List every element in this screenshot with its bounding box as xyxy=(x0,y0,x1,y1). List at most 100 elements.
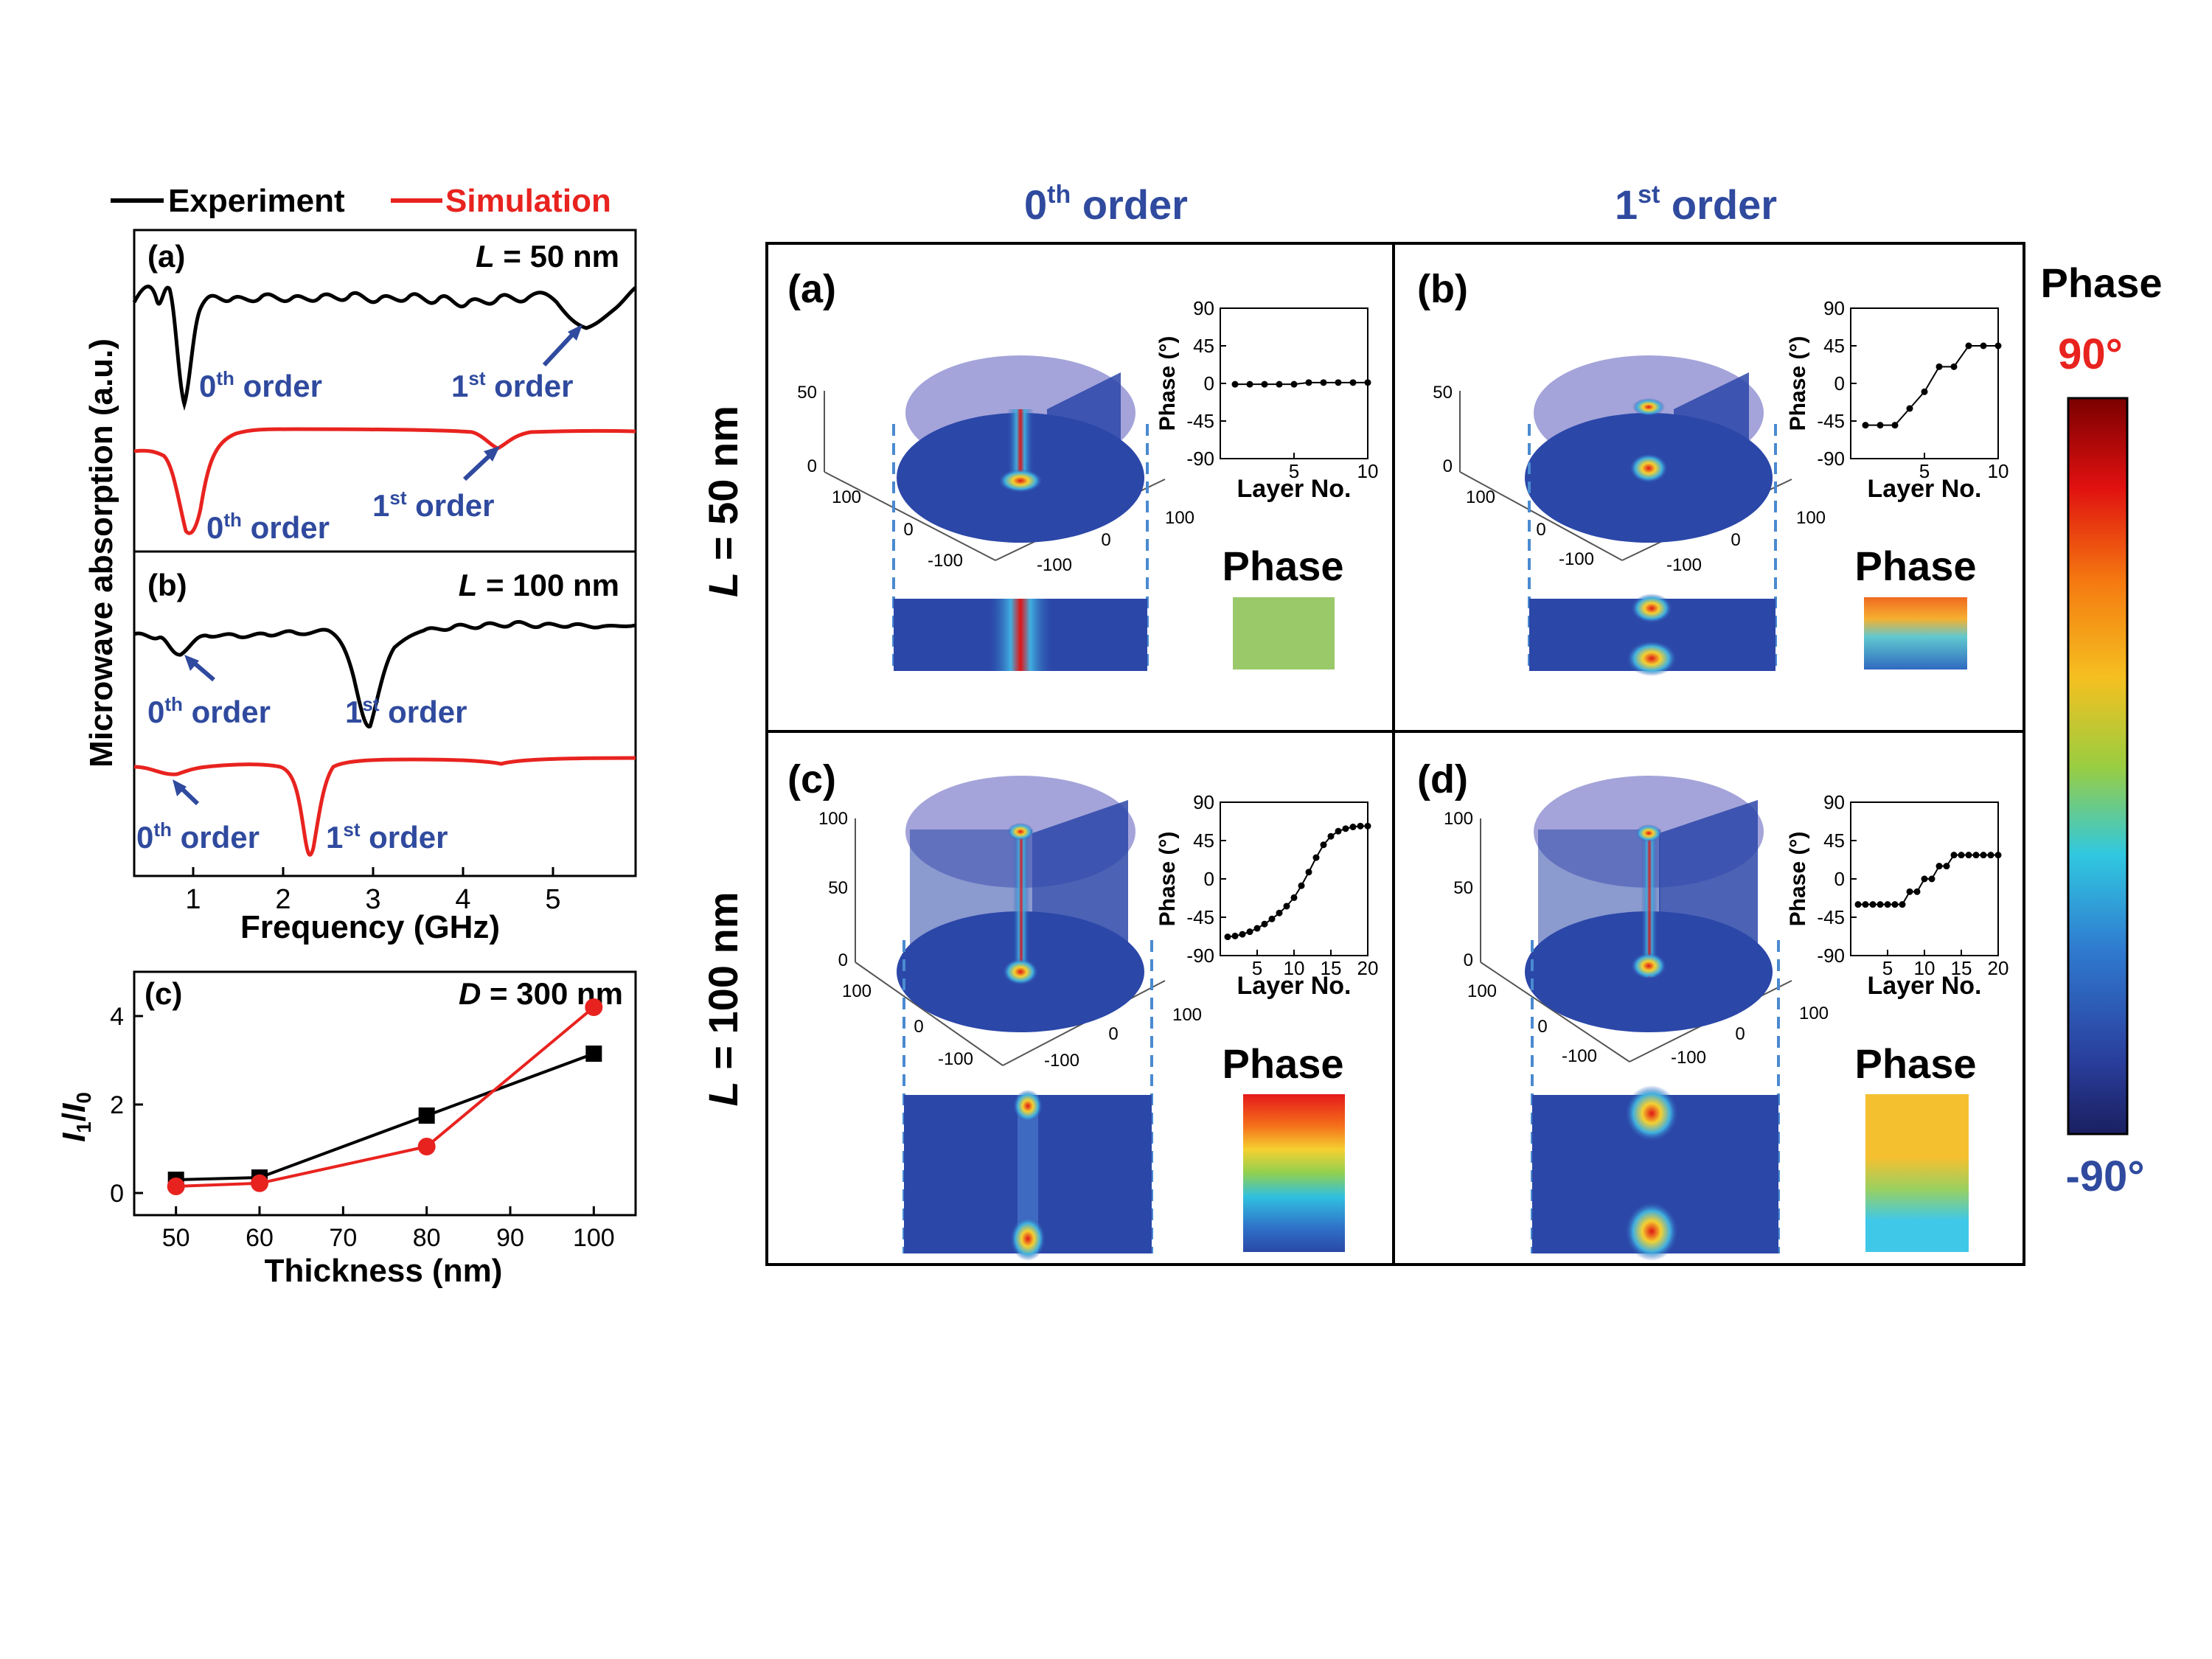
spectrum-b-experiment xyxy=(133,620,636,728)
inset-phase-tick-label: 90 xyxy=(1823,791,1845,813)
inset-phase-point xyxy=(1899,901,1906,908)
panel-b-exp-0th-order: 0th order xyxy=(147,693,271,729)
inset-layer-tick-label: 20 xyxy=(1988,957,2009,979)
thickness-tick-label: 90 xyxy=(496,1224,524,1252)
inset-phase-point xyxy=(1231,380,1239,388)
ratio-chart: (c) D = 300 nm I1/I0 Thickness (nm) 50 60… xyxy=(56,970,637,1289)
svg-text:-100: -100 xyxy=(1037,555,1072,575)
ratio-tick-label: 2 xyxy=(110,1091,124,1119)
inset-layer-tick-label: 10 xyxy=(1284,957,1305,979)
inset-phase-axis-label: Phase (°) xyxy=(1155,832,1180,927)
frequency-tick: 3 xyxy=(365,884,380,915)
series-line-simulation xyxy=(175,1006,595,1188)
inset-phase-axis-label: Phase (°) xyxy=(1155,336,1180,431)
inset-phase-point xyxy=(1231,932,1239,939)
inset-phase-point xyxy=(1283,902,1290,910)
panel-b-sim-arrow xyxy=(178,785,200,806)
inset-phase-tick-label: -90 xyxy=(1817,945,1845,967)
inset-phase-point xyxy=(1906,405,1913,412)
inset-phase-tick-label: 0 xyxy=(1204,372,1214,394)
inset-phase-tick-label: -90 xyxy=(1817,448,1845,470)
row-label-50nm: L = 50 nm xyxy=(700,406,746,597)
inset-layer-tick-label: 5 xyxy=(1252,957,1262,979)
thickness-tick-label: 60 xyxy=(246,1224,274,1252)
panel-d-simulation: (d) 100 50 0 100 0 -100 -100 0 100 Phase xyxy=(1417,757,1977,1261)
inset-layer-tick-label: 5 xyxy=(1882,957,1893,979)
panel-a-tag: (a) xyxy=(147,239,185,274)
phase-inset-d: 90 45 0 -45 -90 5 10 15 20 Layer No. Phase (°) xyxy=(1786,791,2008,1000)
absorption-axis-label: Microwave absorption (a.u.) xyxy=(83,338,119,768)
panel-b-label: (b) xyxy=(1417,267,1468,311)
svg-text:0: 0 xyxy=(1443,456,1453,476)
inset-phase-point xyxy=(1891,901,1899,908)
panel-a-exp-arrowhead xyxy=(568,324,582,341)
inset-phase-point xyxy=(1290,894,1298,901)
thickness-tick-label: 50 xyxy=(162,1224,190,1252)
svg-text:0: 0 xyxy=(1464,950,1473,970)
simulation-point xyxy=(251,1174,268,1192)
inset-layer-tick-label: 10 xyxy=(1988,460,2009,482)
svg-text:100: 100 xyxy=(1466,487,1495,507)
panel-b-simulation: (b) 50 0 100 0 -100 -100 0 100 Phase xyxy=(1417,267,1977,676)
inset-phase-point xyxy=(1246,380,1253,388)
svg-text:-100: -100 xyxy=(928,551,963,571)
panel-b-phase-swatch-title: Phase xyxy=(1855,543,1977,589)
ratio-tick-label: 4 xyxy=(110,1003,124,1031)
inset-phase-point xyxy=(1335,827,1342,835)
frequency-tick: 1 xyxy=(185,884,201,915)
legend: Experiment Simulation xyxy=(111,183,611,219)
panel-c-simulation: (c) 100 50 0 100 0 -100 -100 0 100 Phase xyxy=(787,757,1345,1261)
inset-phase-point xyxy=(1994,342,2002,349)
inset-layer-tick-label: 10 xyxy=(1914,957,1935,979)
svg-text:-100: -100 xyxy=(1666,555,1702,575)
panel-a-exp-arrow xyxy=(542,331,576,367)
panel-d-phase-swatch xyxy=(1865,1094,1969,1252)
colorbar-gradient xyxy=(2067,397,2129,1135)
ratio-chart-frame xyxy=(133,970,637,1217)
thickness-tick-label: 80 xyxy=(413,1224,441,1252)
spectra-frame-b xyxy=(133,550,637,877)
panel-c-tag: (c) xyxy=(145,976,182,1011)
inset-phase-point xyxy=(1253,925,1261,932)
inset-phase-point xyxy=(1342,825,1349,832)
inset-layer-axis-label: Layer No. xyxy=(1237,475,1352,503)
ratio-tick-label: 0 xyxy=(110,1180,124,1208)
inset-phase-point xyxy=(1906,888,1913,895)
inset-phase-point xyxy=(1921,875,1928,883)
panel-b-tag: (b) xyxy=(147,568,187,602)
inset-phase-line xyxy=(1865,345,1998,426)
panel-a-sim-1st-order: 1st order xyxy=(372,487,495,523)
inset-phase-point xyxy=(1958,852,1965,859)
svg-text:0: 0 xyxy=(807,456,817,476)
panel-b-sim-1st-order: 1st order xyxy=(326,818,448,855)
inset-phase-tick-label: 45 xyxy=(1823,830,1845,852)
row-label-100nm: L = 100 nm xyxy=(700,891,746,1106)
frequency-axis: 1 2 3 4 5 Frequency (GHz) xyxy=(185,867,561,945)
svg-text:50: 50 xyxy=(828,878,848,898)
svg-text:-100: -100 xyxy=(1559,549,1594,569)
inset-phase-tick-label: 0 xyxy=(1204,868,1214,890)
inset-phase-point xyxy=(1349,824,1357,831)
panel-a-sim-arrow xyxy=(462,453,493,481)
inset-phase-point xyxy=(1877,901,1884,908)
panel-a-label: (a) xyxy=(787,267,836,311)
svg-text:0: 0 xyxy=(903,520,913,540)
svg-text:0: 0 xyxy=(1537,1017,1547,1037)
inset-phase-point xyxy=(1268,915,1276,922)
inset-phase-point xyxy=(1987,852,1994,859)
inset-layer-axis-label: Layer No. xyxy=(1868,475,1982,503)
inset-phase-axis-label: Phase (°) xyxy=(1786,832,1810,927)
svg-text:0: 0 xyxy=(1735,1024,1745,1044)
inset-phase-tick-label: 0 xyxy=(1834,868,1845,890)
svg-text:0: 0 xyxy=(914,1017,923,1037)
frequency-tick: 2 xyxy=(275,884,291,915)
spectra-plot: (a) L = 50 nm 0th order 1st order 0th or… xyxy=(132,229,637,945)
panel-b-exp-arrowhead xyxy=(184,655,199,671)
inset-phase-point xyxy=(1980,852,1987,859)
svg-text:100: 100 xyxy=(1467,981,1497,1001)
panel-a-simulation: (a) 50 0 100 0 -100 -100 0 100 Phase xyxy=(787,267,1344,671)
inset-frame xyxy=(1850,307,1999,459)
panel-d-label: (d) xyxy=(1417,757,1468,801)
panel-b-sim-0th-order: 0th order xyxy=(136,818,260,855)
